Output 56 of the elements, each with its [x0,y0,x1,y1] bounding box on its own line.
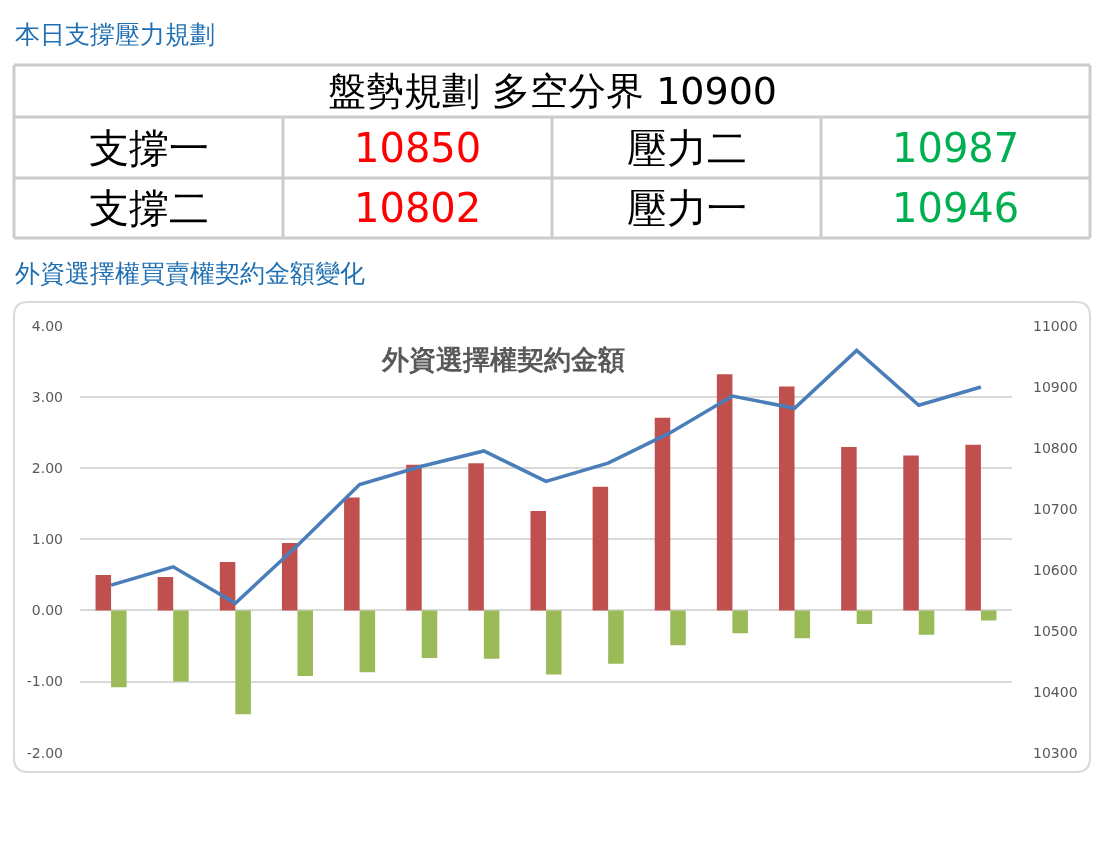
y2-tick-label: 10500 [1033,622,1078,639]
y2-tick-label: 10900 [1033,378,1078,395]
bar [359,610,376,673]
y-tick-label: 4.00 [31,317,63,334]
line-series [109,348,983,606]
text: 壓力一 [627,185,747,231]
bar [670,610,686,646]
bar [965,444,981,611]
y2-tick-label: 10700 [1033,500,1078,517]
text: 外資選擇權契約金額 [381,344,625,375]
text: 10987 [892,125,1020,171]
bar [779,386,795,611]
text: 本日支撐壓力規劃 [15,20,215,49]
text: 10850 [354,125,482,171]
bar [980,610,997,621]
bar [406,464,422,611]
y-tick-label: -1.00 [26,673,63,690]
text: 10946 [892,185,1020,231]
y-tick-label: 0.00 [31,602,63,619]
y2-tick-label: 10800 [1033,439,1078,456]
bar [483,610,500,659]
bar [841,446,857,611]
text: 支撐一 [89,125,209,171]
bar [732,610,748,634]
bar [918,610,935,635]
y2-tick-label: 10300 [1033,744,1078,761]
y-tick-label: 1.00 [31,531,63,548]
bar [173,610,189,682]
bar [344,497,360,611]
bar [111,610,127,688]
y2-tick-label: 11000 [1033,317,1078,334]
bar [157,577,174,611]
bar [654,417,671,611]
chart-title: 外資選擇權買賣權契約金額變化 [15,259,365,288]
y-tick-label: 2.00 [31,460,63,477]
bar [297,610,313,676]
bar [856,610,873,624]
bar [421,610,438,659]
bar [235,610,251,715]
y-tick-label: -2.00 [26,744,63,761]
text: 支撐二 [89,185,209,231]
text: 壓力二 [627,125,747,171]
bar [530,510,546,611]
y2-tick-label: 10400 [1033,683,1078,700]
bar [592,486,609,611]
y2-tick-label: 10600 [1033,561,1078,578]
bar [546,610,562,675]
bar [608,610,624,664]
text: 10802 [354,185,482,231]
bar [468,463,484,611]
bar [794,610,811,639]
text: 盤勢規劃 多空分界 10900 [328,69,778,113]
bar [716,374,733,611]
bar [903,455,919,611]
bar [95,574,112,611]
y-tick-label: 3.00 [31,389,63,406]
